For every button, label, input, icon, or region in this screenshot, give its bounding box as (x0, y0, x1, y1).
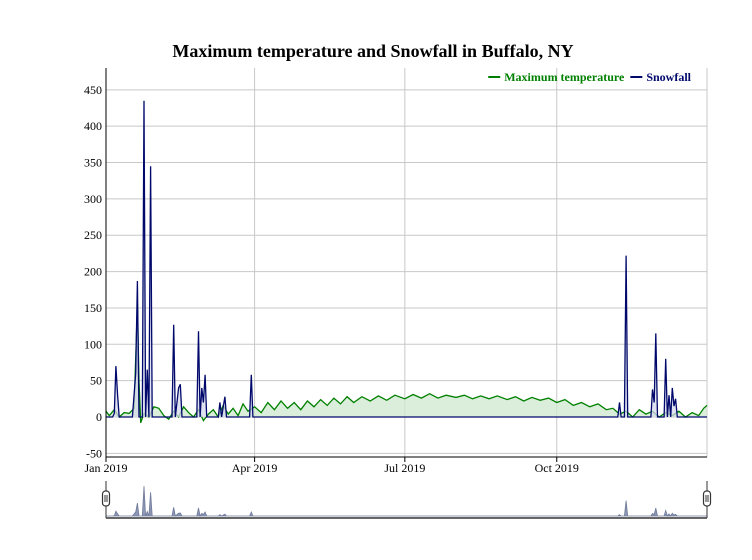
y-tick-label: 100 (84, 337, 102, 351)
series-area-snowfall (106, 100, 707, 418)
x-tick-label: Jan 2019 (85, 461, 128, 475)
legend-label-maximum-temperature[interactable]: Maximum temperature (504, 70, 625, 84)
series-line-snowfall[interactable] (106, 100, 707, 418)
x-tick-label: Apr 2019 (232, 461, 278, 475)
y-tick-label: 200 (84, 265, 102, 279)
legend[interactable]: Maximum temperature Snowfall (488, 70, 692, 84)
range-selector[interactable] (101, 481, 712, 519)
y-tick-label: 150 (84, 301, 102, 315)
navigator-handle-left[interactable] (101, 490, 111, 507)
y-tick-label: 400 (84, 119, 102, 133)
y-tick-label: 350 (84, 156, 102, 170)
series-line-maximum-temperature[interactable] (105, 304, 708, 424)
x-tick-label: Oct 2019 (535, 461, 579, 475)
y-tick-label: 0 (96, 410, 102, 424)
y-tick-label: 450 (84, 83, 102, 97)
navigator-handle-right[interactable] (702, 490, 712, 507)
navigator-series (106, 486, 707, 518)
y-tick-label: -50 (86, 446, 102, 460)
series-area-maximum-temperature (106, 304, 707, 423)
legend-label-snowfall[interactable]: Snowfall (646, 70, 691, 84)
y-tick-label: 250 (84, 228, 102, 242)
y-tick-label: 300 (84, 192, 102, 206)
x-tick-label: Jul 2019 (384, 461, 425, 475)
chart-title: Maximum temperature and Snowfall in Buff… (172, 41, 573, 61)
plot-area (105, 100, 708, 424)
axes: -50 0 50 100 150 200 250 300 350 400 450 Jan 2019 Ap… (84, 68, 707, 475)
y-tick-label: 50 (90, 374, 102, 388)
navigator-background (106, 481, 707, 518)
